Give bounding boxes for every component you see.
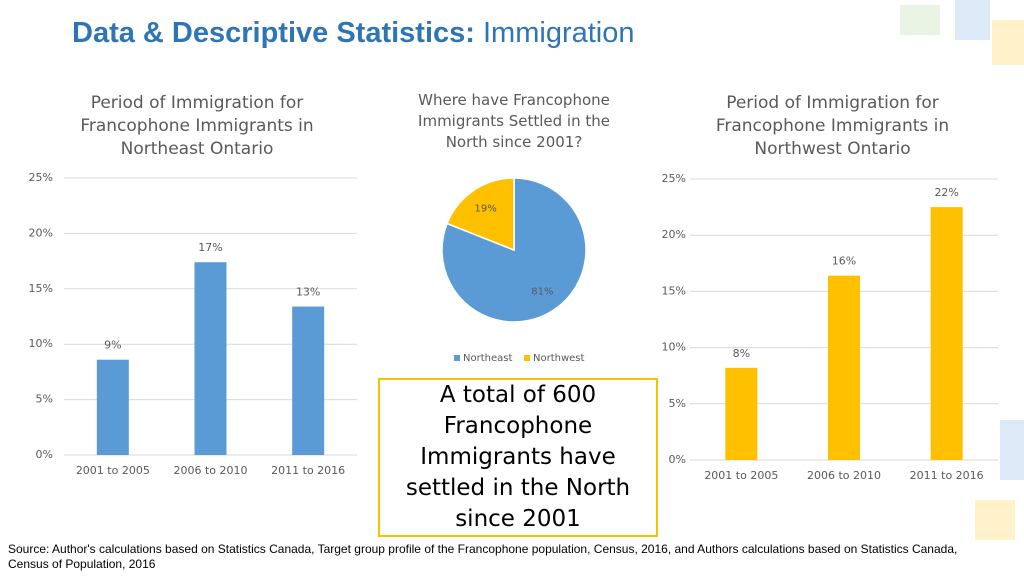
value-label: 8% [733, 347, 750, 360]
title-light: Immigration [483, 17, 635, 49]
title-bold: Data & Descriptive Statistics: [72, 17, 475, 49]
source-note: Source: Author's calculations based on S… [8, 542, 958, 571]
bar [828, 275, 860, 460]
y-tick-label: 5% [669, 397, 686, 410]
value-label: 16% [832, 255, 856, 268]
bar [292, 306, 325, 455]
legend-swatch [454, 355, 460, 361]
callout-text: A total of 600 Francophone Immigrants ha… [405, 382, 631, 532]
chart-title: Period of Immigration for Francophone Im… [80, 93, 314, 159]
x-tick-label: 2001 to 2005 [704, 469, 778, 482]
chart-title: Where have Francophone Immigrants Settle… [418, 91, 610, 151]
decoration [900, 0, 1024, 540]
y-tick-label: 10% [662, 341, 686, 354]
y-tick-label: 25% [662, 172, 686, 185]
value-label: 81% [531, 287, 553, 298]
y-tick-label: 20% [29, 226, 53, 239]
bar [725, 367, 758, 460]
y-tick-label: 25% [29, 171, 53, 184]
value-label: 22% [934, 186, 958, 199]
pie-slice [446, 177, 515, 252]
bar [930, 207, 963, 460]
value-label: 17% [198, 241, 222, 254]
y-tick-label: 5% [36, 393, 53, 406]
value-label: 13% [296, 286, 320, 299]
bar [96, 359, 129, 455]
value-label: 9% [104, 339, 121, 352]
y-tick-label: 20% [662, 228, 686, 241]
x-tick-label: 2006 to 2010 [173, 464, 247, 477]
bar [194, 262, 227, 455]
y-tick-label: 10% [29, 337, 53, 350]
y-tick-label: 0% [36, 448, 53, 461]
legend-label: Northeast [463, 353, 512, 364]
x-tick-label: 2001 to 2005 [76, 464, 150, 477]
callout: A total of 600 Francophone Immigrants ha… [378, 378, 658, 537]
x-tick-label: 2011 to 2016 [910, 469, 984, 482]
chart-title: Period of Immigration for Francophone Im… [715, 93, 950, 159]
value-label: 19% [475, 203, 497, 214]
legend-label: Northwest [533, 353, 585, 364]
legend-swatch [524, 355, 530, 361]
header-title: Data & Descriptive Statistics: Immigrati… [72, 17, 635, 50]
y-tick-label: 15% [662, 284, 686, 297]
x-tick-label: 2011 to 2016 [271, 464, 345, 477]
y-tick-label: 15% [29, 282, 53, 295]
x-tick-label: 2006 to 2010 [807, 469, 881, 482]
y-tick-label: 0% [669, 453, 686, 466]
